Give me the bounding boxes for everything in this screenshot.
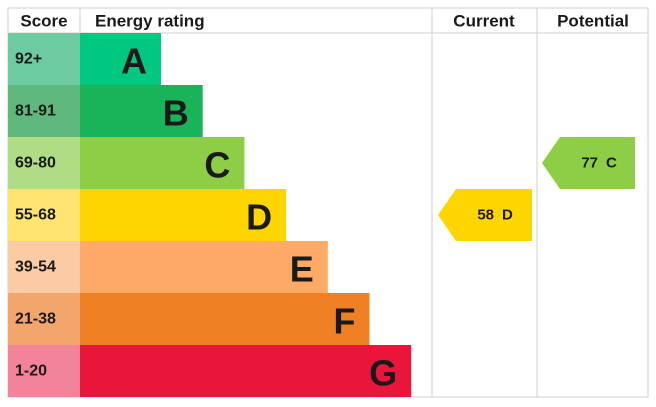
score-cell — [8, 345, 80, 397]
current-arrow — [438, 189, 532, 241]
score-label: 92+ — [15, 51, 42, 68]
rating-letter: A — [121, 41, 147, 82]
score-cell — [8, 33, 80, 85]
rating-letter: F — [334, 301, 356, 342]
score-cell — [8, 85, 80, 137]
score-cell — [8, 293, 80, 345]
rating-bar — [80, 33, 161, 85]
score-cell — [8, 137, 80, 189]
current-value: 58 — [477, 207, 494, 224]
score-label: 39-54 — [15, 259, 56, 276]
score-label: 1-20 — [15, 363, 47, 380]
rating-letter: C — [204, 145, 230, 186]
score-label: 81-91 — [15, 103, 56, 120]
header-score: Score — [20, 12, 67, 31]
rating-bar — [80, 189, 287, 241]
header-rating: Energy rating — [95, 12, 205, 31]
rating-bar — [80, 85, 203, 137]
header-current: Current — [453, 12, 515, 31]
rating-bar — [80, 137, 245, 189]
rating-bar — [80, 293, 370, 345]
rating-letter: G — [369, 353, 397, 394]
current-letter: D — [502, 207, 513, 224]
score-label: 21-38 — [15, 311, 56, 328]
header-potential: Potential — [557, 12, 629, 31]
rating-letter: D — [246, 197, 272, 238]
score-label: 69-80 — [15, 155, 56, 172]
rating-bar — [80, 345, 412, 397]
score-label: 55-68 — [15, 207, 56, 224]
potential-letter: C — [606, 155, 617, 172]
rating-bar — [80, 241, 328, 293]
rating-letter: B — [163, 93, 189, 134]
score-cell — [8, 189, 80, 241]
score-cell — [8, 241, 80, 293]
potential-arrow — [542, 137, 635, 189]
rating-letter: E — [290, 249, 314, 290]
potential-value: 77 — [581, 155, 598, 172]
